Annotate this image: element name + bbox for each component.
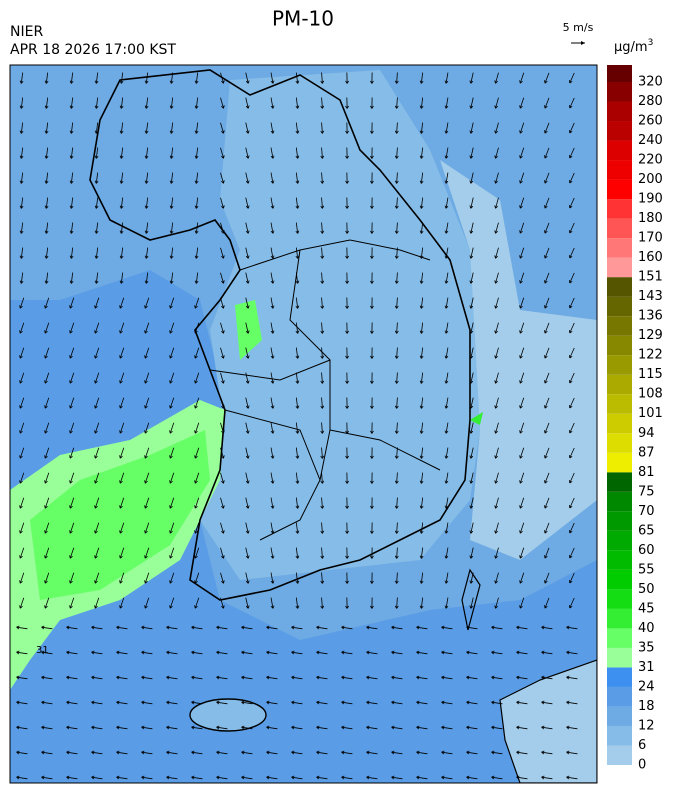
timestamp: APR 18 2026 17:00 KST bbox=[10, 42, 176, 58]
colorbar-label: 35 bbox=[638, 640, 655, 655]
colorbar-label: 115 bbox=[638, 367, 663, 382]
colorbar-label: 151 bbox=[638, 270, 663, 285]
colorbar-segment bbox=[607, 531, 632, 551]
colorbar-label: 180 bbox=[638, 211, 663, 226]
colorbar: 0 6 12 18 24 31 35 40 45 50 55 60 65 70 75 81 87 94 101 108… bbox=[607, 65, 663, 773]
colorbar-segment bbox=[607, 648, 632, 668]
colorbar-segment bbox=[607, 628, 632, 648]
colorbar-label: 160 bbox=[638, 250, 663, 265]
colorbar-segment bbox=[607, 297, 632, 317]
colorbar-label: 50 bbox=[638, 582, 655, 597]
colorbar-label: 18 bbox=[638, 699, 655, 714]
colorbar-segment bbox=[607, 141, 632, 161]
colorbar-label: 87 bbox=[638, 445, 655, 460]
colorbar-label: 170 bbox=[638, 231, 663, 246]
colorbar-label: 94 bbox=[638, 426, 655, 441]
colorbar-label: 122 bbox=[638, 348, 663, 363]
colorbar-segment bbox=[607, 414, 632, 434]
colorbar-segment bbox=[607, 589, 632, 609]
colorbar-segment bbox=[607, 238, 632, 258]
colorbar-label: 0 bbox=[638, 758, 646, 773]
colorbar-label: 129 bbox=[638, 328, 663, 343]
colorbar-label: 108 bbox=[638, 387, 663, 402]
colorbar-segment bbox=[607, 277, 632, 297]
colorbar-segment bbox=[607, 121, 632, 141]
colorbar-segment bbox=[607, 102, 632, 122]
colorbar-segment bbox=[607, 180, 632, 200]
unit-base: µg/m bbox=[614, 40, 648, 55]
colorbar-label: 6 bbox=[638, 738, 646, 753]
colorbar-segment bbox=[607, 394, 632, 414]
wind-scale-arrowhead bbox=[581, 41, 585, 45]
colorbar-segment bbox=[607, 453, 632, 473]
colorbar-segment bbox=[607, 472, 632, 492]
colorbar-label: 200 bbox=[638, 172, 663, 187]
colorbar-label: 240 bbox=[638, 133, 663, 148]
colorbar-segment bbox=[607, 219, 632, 239]
colorbar-label: 70 bbox=[638, 504, 655, 519]
colorbar-segment bbox=[607, 336, 632, 356]
colorbar-segment bbox=[607, 316, 632, 336]
colorbar-label: 320 bbox=[638, 75, 663, 90]
colorbar-segment bbox=[607, 667, 632, 687]
colorbar-segment bbox=[607, 550, 632, 570]
colorbar-segment bbox=[607, 258, 632, 278]
colorbar-segment bbox=[607, 745, 632, 765]
colorbar-label: 101 bbox=[638, 406, 663, 421]
colorbar-label: 136 bbox=[638, 309, 663, 324]
colorbar-label: 143 bbox=[638, 289, 663, 304]
colorbar-label: 12 bbox=[638, 718, 655, 733]
colorbar-segment bbox=[607, 726, 632, 746]
unit-exponent: 3 bbox=[648, 38, 654, 48]
colorbar-segment bbox=[607, 570, 632, 590]
colorbar-segment bbox=[607, 687, 632, 707]
colorbar-label: 81 bbox=[638, 465, 655, 480]
unit: µg/m3 bbox=[614, 38, 653, 55]
contour-label: 31 bbox=[36, 645, 49, 656]
colorbar-label: 260 bbox=[638, 114, 663, 129]
colorbar-label: 45 bbox=[638, 601, 655, 616]
colorbar-label: 31 bbox=[638, 660, 655, 675]
colorbar-segment bbox=[607, 609, 632, 629]
colorbar-segment bbox=[607, 65, 632, 82]
colorbar-label: 40 bbox=[638, 621, 655, 636]
colorbar-segment bbox=[607, 511, 632, 531]
colorbar-label: 65 bbox=[638, 523, 655, 538]
colorbar-segment bbox=[607, 199, 632, 219]
colorbar-segment bbox=[607, 433, 632, 453]
colorbar-label: 24 bbox=[638, 679, 655, 694]
wind-scale-label: 5 m/s bbox=[563, 21, 594, 34]
colorbar-label: 75 bbox=[638, 484, 655, 499]
title: PM-10 bbox=[272, 7, 334, 31]
colorbar-segment bbox=[607, 160, 632, 180]
colorbar-label: 190 bbox=[638, 192, 663, 207]
colorbar-label: 55 bbox=[638, 562, 655, 577]
map-area: 31 bbox=[10, 65, 597, 783]
colorbar-label: 220 bbox=[638, 153, 663, 168]
agency: NIER bbox=[10, 24, 43, 40]
colorbar-segment bbox=[607, 82, 632, 102]
colorbar-segment bbox=[607, 706, 632, 726]
colorbar-label: 60 bbox=[638, 543, 655, 558]
colorbar-segment bbox=[607, 375, 632, 395]
colorbar-label: 280 bbox=[638, 94, 663, 109]
colorbar-segment bbox=[607, 492, 632, 512]
colorbar-segment bbox=[607, 355, 632, 375]
